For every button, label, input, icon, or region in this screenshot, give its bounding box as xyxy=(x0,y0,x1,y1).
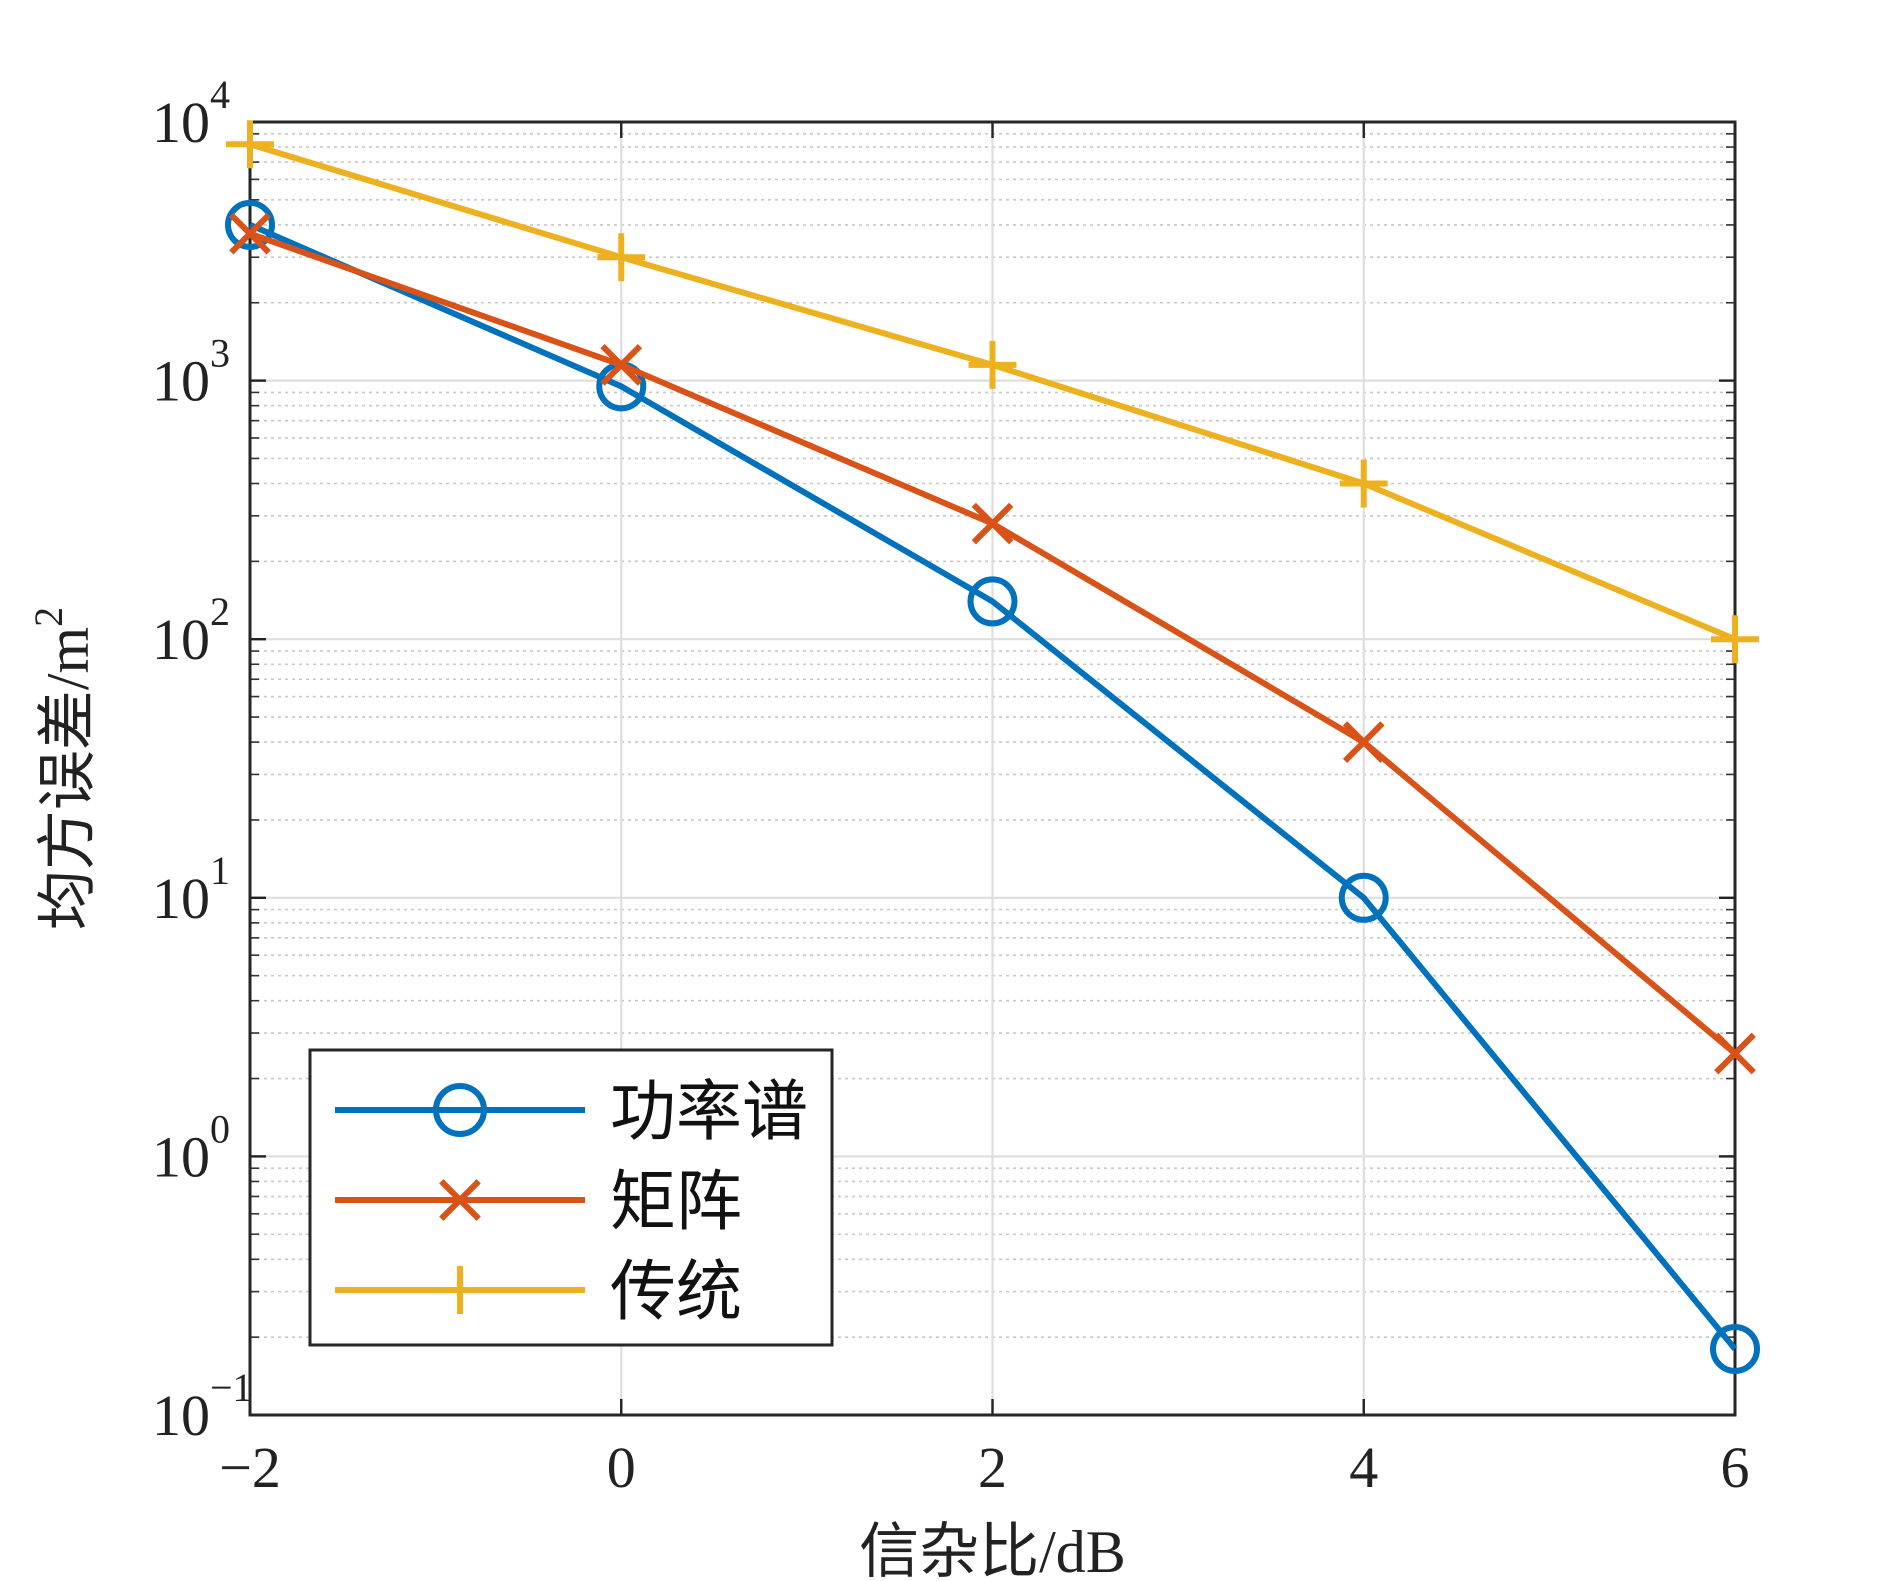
x-axis-label: 信杂比/dB xyxy=(859,1519,1126,1581)
data-point xyxy=(968,340,1017,389)
series-2 xyxy=(229,212,1756,1075)
svg-text:10: 10 xyxy=(152,866,210,931)
data-point xyxy=(226,120,274,169)
legend-entry: 功率谱 xyxy=(335,1076,808,1149)
svg-text:10: 10 xyxy=(152,1383,210,1448)
x-tick-label: 6 xyxy=(1721,1435,1750,1500)
y-tick-label: 10 0 xyxy=(152,1106,230,1189)
legend-label: 传统 xyxy=(610,1256,742,1329)
legend-label: 功率谱 xyxy=(610,1076,808,1149)
y-tick-label: 10 2 xyxy=(152,589,230,672)
x-tick-label: −2 xyxy=(219,1435,281,1500)
data-point xyxy=(1714,1032,1756,1075)
data-point xyxy=(1338,872,1389,923)
legend-label: 矩阵 xyxy=(610,1166,742,1239)
data-point xyxy=(967,576,1018,627)
svg-text:10: 10 xyxy=(152,349,210,414)
legend-marker xyxy=(436,1266,484,1314)
data-point xyxy=(600,344,643,386)
y-tick-label: 10 4 xyxy=(152,72,230,155)
svg-text:10: 10 xyxy=(152,607,210,672)
x-tick-label: 0 xyxy=(607,1435,636,1500)
data-point xyxy=(1711,615,1759,664)
y-tick-label: 10 3 xyxy=(152,331,230,414)
y-axis-label: 均方误差/m2 xyxy=(26,607,101,930)
svg-text:0: 0 xyxy=(210,1106,230,1151)
legend-entry: 传统 xyxy=(335,1256,742,1329)
svg-text:10: 10 xyxy=(152,1124,210,1189)
svg-text:−1: −1 xyxy=(210,1365,253,1410)
data-point xyxy=(225,199,275,250)
svg-text:3: 3 xyxy=(210,331,230,376)
series-layer xyxy=(225,120,1760,1374)
axes-box xyxy=(248,120,1737,1417)
data-point xyxy=(597,233,646,282)
x-tick-label: 4 xyxy=(1349,1435,1378,1500)
x-tick-label: 2 xyxy=(978,1435,1007,1500)
legend-marker xyxy=(439,1179,481,1221)
series-line xyxy=(248,222,1738,1351)
svg-text:2: 2 xyxy=(210,589,230,634)
data-point xyxy=(971,502,1014,545)
y-tick-label: 10 −1 xyxy=(152,1365,253,1448)
svg-text:10: 10 xyxy=(152,90,210,155)
series-1 xyxy=(225,199,1760,1374)
series-3 xyxy=(226,120,1759,664)
data-point xyxy=(229,212,271,255)
grid xyxy=(248,120,1737,1417)
svg-text:4: 4 xyxy=(210,72,230,117)
legend-entry: 矩阵 xyxy=(335,1166,742,1239)
data-point xyxy=(1710,1323,1760,1374)
data-point xyxy=(1339,459,1388,508)
svg-text:均方误差/m2: 均方误差/m2 xyxy=(26,607,101,930)
legend-marker xyxy=(433,1083,487,1137)
y-tick-label: 10 1 xyxy=(152,848,230,931)
data-point xyxy=(1342,721,1385,763)
svg-text:1: 1 xyxy=(210,848,230,893)
